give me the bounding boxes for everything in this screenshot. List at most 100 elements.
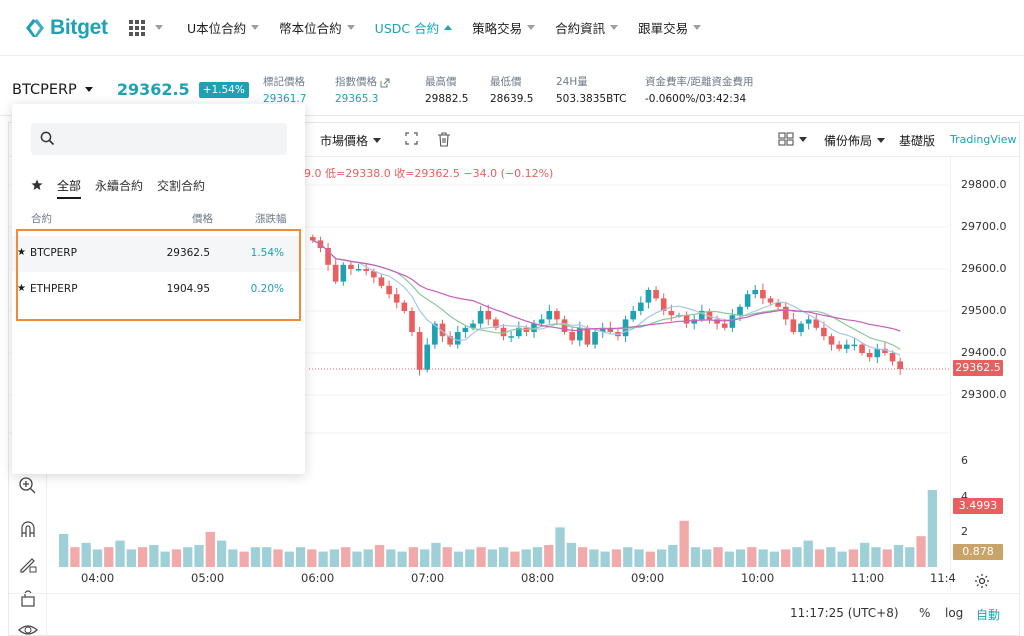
nav-item-usdc[interactable]: USDC 合約 (374, 18, 453, 37)
x-tick: 11:00 (851, 571, 885, 585)
chevron-down-icon (693, 25, 702, 30)
chevron-down-icon (155, 25, 163, 30)
column-price[interactable]: 價格 (192, 213, 213, 225)
stat-label: 最高價 (425, 76, 457, 88)
x-tick: 05:00 (191, 571, 225, 585)
volume-bar (295, 547, 306, 567)
volume-bar (611, 549, 622, 567)
price-axis[interactable]: 29800.0 29700.0 29600.0 29500.0 29400.0 … (950, 157, 1020, 589)
percent-toggle[interactable]: % (919, 606, 931, 620)
x-tick: 07:00 (411, 571, 445, 585)
volume-bar (781, 549, 791, 567)
chevron-down-icon (610, 25, 619, 30)
candle-body (371, 271, 377, 278)
candle-body (340, 264, 347, 282)
log-toggle[interactable]: log (945, 606, 964, 620)
fullscreen-icon (405, 132, 418, 145)
volume-bar (183, 547, 193, 567)
market-row-eth[interactable]: ★ ETHPERP 1904.95 0.20% (12, 272, 301, 308)
candle-body (897, 361, 903, 369)
candle-body (584, 327, 591, 345)
column-contract[interactable]: 合約 (31, 213, 52, 225)
row-price: 29362.5 (166, 247, 210, 259)
magnet-icon[interactable] (17, 519, 39, 541)
tab-perpetual[interactable]: 永續合約 (95, 178, 144, 193)
volume-bar (826, 547, 836, 567)
candle-body (836, 344, 842, 349)
favorites-star-icon[interactable] (31, 179, 43, 191)
candle-body (729, 315, 736, 328)
volume-bar (792, 547, 802, 567)
tradingview-button[interactable]: TradingView (950, 133, 1016, 146)
volume-tick: 2 (961, 525, 968, 538)
volume-bar (747, 547, 757, 567)
volume-bar (341, 547, 351, 567)
order-type-select[interactable]: 市場價格 (320, 132, 382, 149)
fullscreen-button[interactable] (405, 132, 418, 145)
candle-body (348, 264, 354, 269)
volume-bar (137, 547, 148, 567)
candle-body (874, 348, 881, 358)
nav-item-strategy[interactable]: 策略交易 (472, 18, 536, 37)
candle-body (653, 290, 659, 299)
candle-body (538, 319, 545, 324)
volume-bar (837, 551, 847, 567)
layout-grid-button[interactable] (778, 132, 807, 146)
candle-body (424, 344, 431, 370)
settings-gear-icon[interactable] (974, 573, 990, 589)
nav-item-contract-info[interactable]: 合約資訊 (555, 18, 619, 37)
search-icon (40, 131, 55, 146)
nav-label: 跟單交易 (638, 21, 689, 36)
stat-low: 最低價 28639.5 (490, 74, 533, 108)
candle-body (515, 327, 522, 337)
stat-value: 503.3835BTC (556, 93, 627, 105)
x-tick: 04:00 (81, 571, 115, 585)
time-axis[interactable]: 04:00 05:00 06:00 07:00 08:00 09:00 10:0… (49, 565, 956, 589)
volume-bar (70, 547, 80, 567)
candle-body (821, 327, 827, 337)
column-change[interactable]: 漲跌幅 (255, 213, 287, 225)
eye-icon[interactable] (17, 619, 39, 636)
candle-body (828, 336, 835, 345)
star-icon[interactable]: ★ (17, 283, 26, 294)
candle-body (630, 311, 637, 320)
external-link-icon[interactable] (380, 78, 390, 88)
candle-body (790, 319, 797, 332)
delete-button[interactable] (437, 132, 451, 147)
volume-tag: 3.4993 (953, 498, 1003, 514)
nav-item-coin-margin[interactable]: 幣本位合約 (279, 18, 355, 37)
candle-body (683, 315, 690, 324)
brand-logo[interactable]: Bitget (24, 16, 120, 40)
candle-body (393, 294, 400, 303)
tab-all[interactable]: 全部 (57, 177, 82, 199)
candlestick-chart[interactable] (9, 157, 949, 597)
candle-body (401, 302, 408, 311)
y-tick: 29400.0 (961, 346, 1007, 359)
tab-delivery[interactable]: 交割合約 (157, 178, 206, 193)
apps-menu[interactable] (128, 19, 163, 37)
pencil-lock-icon[interactable] (17, 553, 39, 575)
auto-toggle[interactable]: 自動 (976, 608, 1001, 622)
x-tick: 09:00 (631, 571, 665, 585)
star-icon[interactable]: ★ (17, 247, 26, 258)
volume-bar (92, 549, 103, 567)
stat-value: 29361.7 (263, 93, 307, 105)
candle-body (470, 323, 476, 328)
nav-item-copy-trading[interactable]: 跟單交易 (638, 18, 702, 37)
zoom-in-icon[interactable] (17, 475, 39, 497)
candle-body (439, 323, 446, 337)
nav-label: USDC 合約 (374, 21, 440, 36)
nav-item-u-margin[interactable]: U本位合約 (187, 18, 260, 37)
x-tick: 06:00 (301, 571, 335, 585)
basic-view-button[interactable]: 基礎版 (899, 132, 935, 149)
chevron-down-icon (373, 138, 382, 143)
candle-body (355, 269, 362, 271)
stat-index-price[interactable]: 指數價格 29365.3 (335, 74, 390, 108)
layout-select[interactable]: 備份佈局 (824, 132, 886, 149)
search-input[interactable] (61, 123, 281, 155)
symbol-selector[interactable]: BTCPERP (12, 82, 93, 98)
market-row-btc[interactable]: ★ BTCPERP 29362.5 1.54% (12, 236, 301, 272)
chevron-down-icon (799, 136, 807, 142)
tradingview-label: TradingView (950, 133, 1017, 146)
